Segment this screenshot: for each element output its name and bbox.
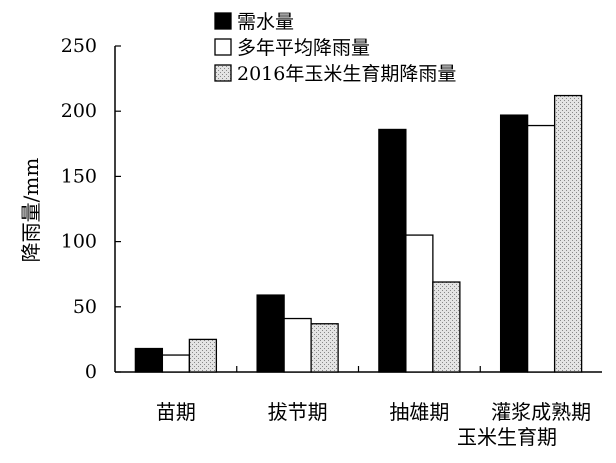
legend-label: 2016年玉米生育期降雨量 (237, 63, 456, 85)
x-axis-label: 玉米生育期 (457, 425, 557, 449)
bar (310, 323, 339, 373)
bar (405, 234, 434, 373)
y-tick-label: 0 (85, 361, 97, 383)
bars (134, 94, 583, 373)
y-tick-label: 100 (61, 231, 97, 253)
legend-swatch (214, 12, 232, 30)
bar (553, 94, 583, 373)
y-tick-label: 250 (61, 35, 97, 57)
category-label: 拔节期 (268, 400, 328, 424)
bar (256, 294, 285, 373)
bar (283, 317, 312, 373)
bar (188, 338, 218, 373)
y-axis-label: 降雨量/mm (19, 158, 43, 263)
axes: 0 50 100 150 200 250 苗期 拔节期 抽雄期 灌浆成熟期 (61, 35, 602, 424)
legend-swatch (214, 38, 232, 56)
y-tick-label: 50 (73, 296, 97, 318)
category-label: 抽雄期 (389, 400, 449, 424)
y-tick-label: 150 (61, 165, 97, 187)
category-label: 灌浆成熟期 (491, 400, 591, 424)
bar (526, 124, 556, 373)
bar (161, 354, 191, 373)
bar (378, 128, 407, 373)
bar (432, 281, 461, 373)
y-tick-label: 200 (61, 100, 97, 122)
category-label: 苗期 (156, 400, 196, 424)
legend-label: 需水量 (237, 11, 294, 33)
legend-swatch (214, 64, 232, 82)
legend-label: 多年平均降雨量 (237, 37, 370, 59)
bar (499, 114, 529, 373)
bar (134, 347, 164, 373)
